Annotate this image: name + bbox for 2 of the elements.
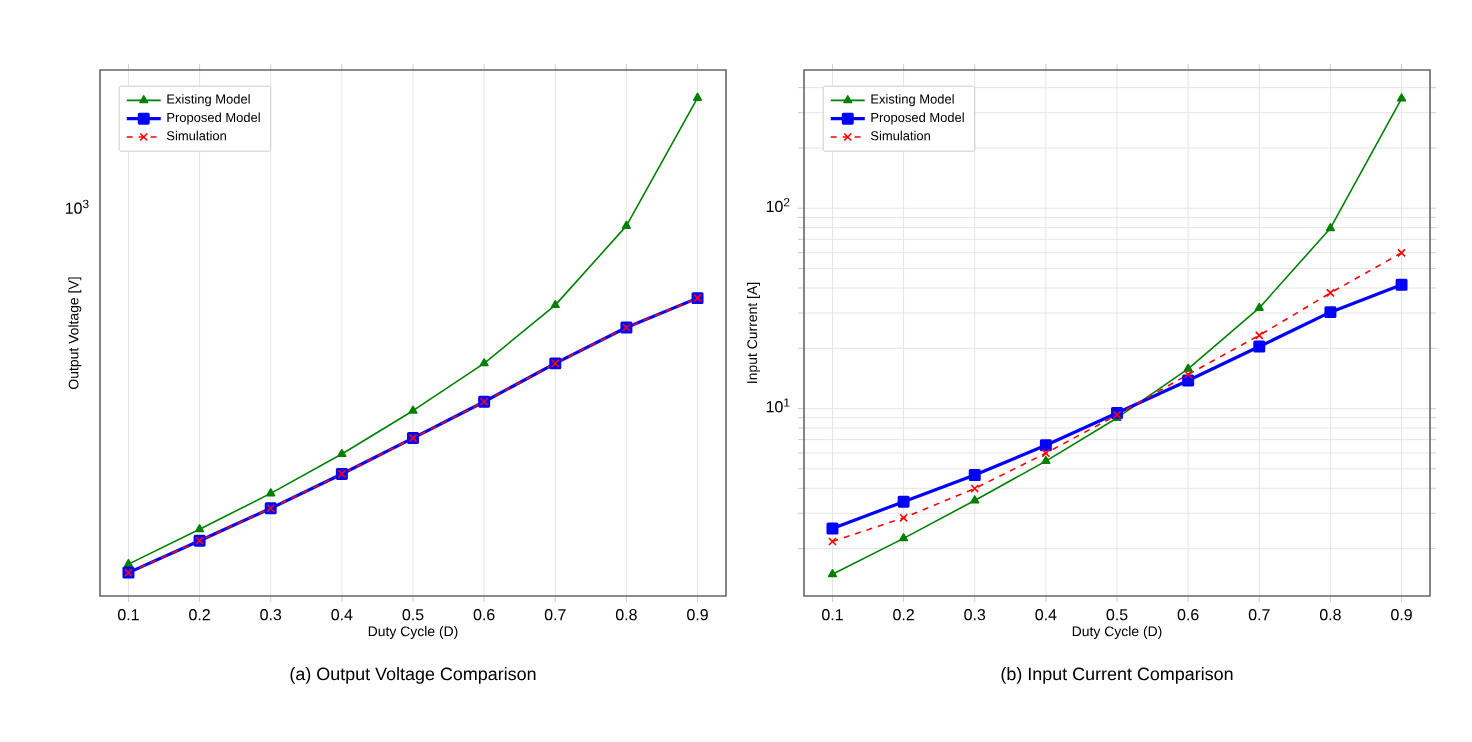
text: (b) Input Current Comparison — [1001, 667, 1233, 684]
text: (a) Output Voltage Comparison — [290, 667, 536, 684]
